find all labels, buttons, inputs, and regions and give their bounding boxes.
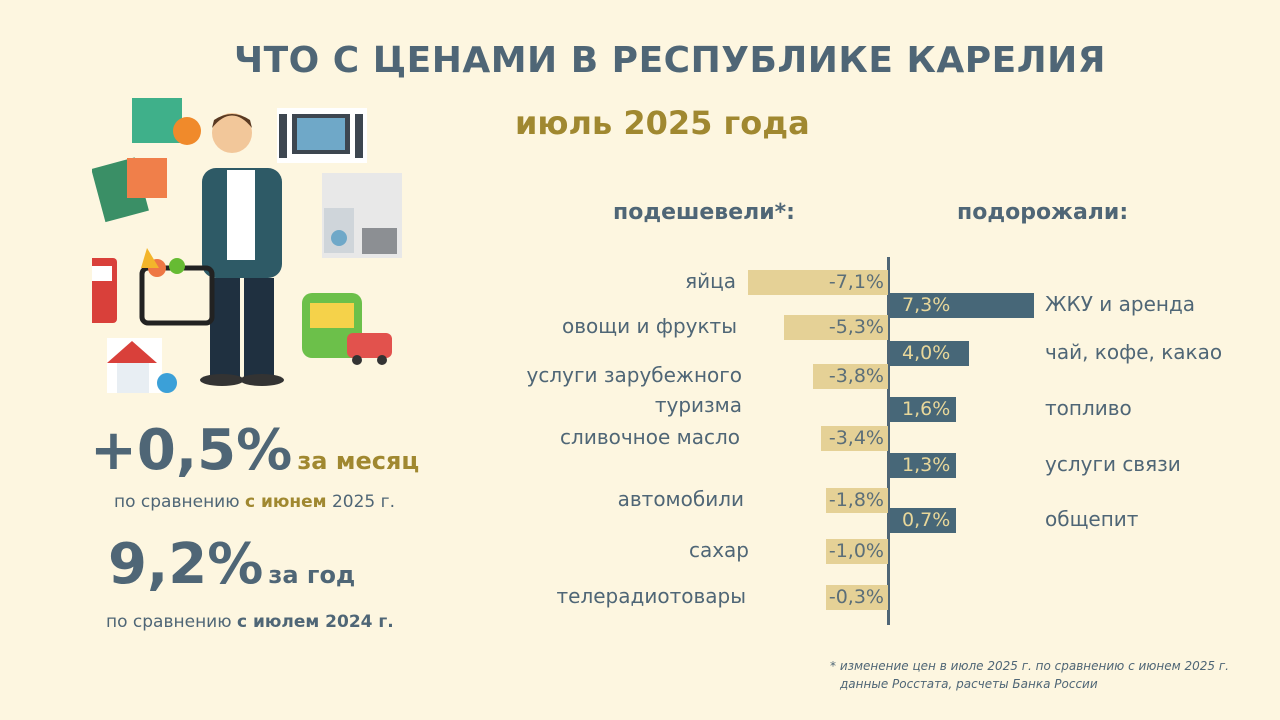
category-label: услуги зарубежного [526,363,742,387]
footnote-line-1: * изменение цен в июле 2025 г. по сравне… [830,659,1229,673]
footnote: * изменение цен в июле 2025 г. по сравне… [830,657,1229,693]
category-label: сахар [688,538,749,562]
bar-pricier: 1,6% [890,397,956,422]
bar-value-label: -1,8% [828,489,884,511]
bar-cheaper: -1,0% [826,539,888,564]
pricier-heading: подорожали: [957,200,1129,225]
month-compare: по сравнению с июнем 2025 г. [114,492,395,512]
bar-pricier: 4,0% [890,341,969,366]
month-compare-bold: с июнем [244,492,327,512]
bar-cheaper: -0,3% [826,585,888,610]
category-label: телерадиотовары [556,584,746,608]
bar-value-label: -5,3% [828,316,884,338]
month-change-value: +0,5% [90,418,293,483]
bar-value-label: 1,6% [902,398,951,420]
bar-value-label: 4,0% [902,342,951,364]
bar-cheaper: -7,1% [748,270,888,295]
subtitle: июль 2025 года [515,104,810,142]
bar-pricier: 0,7% [890,508,956,533]
bar-cheaper: -3,4% [821,426,888,451]
year-compare-bold: с июлем 2024 г. [236,612,394,632]
bar-value-label: 7,3% [902,294,951,316]
category-label: овощи и фрукты [562,314,737,338]
year-change-label: за год [268,561,356,589]
footnote-line-2: данные Росстата, расчеты Банка России [840,677,1098,691]
bar-cheaper: -5,3% [783,315,888,340]
shopping-illustration [87,98,402,398]
bar-value-label: 0,7% [902,509,951,531]
bar-pricier: 1,3% [890,453,956,478]
bar-value-label: -7,1% [828,271,884,293]
bar-value-label: -3,4% [828,427,884,449]
category-label: топливо [1045,396,1132,420]
category-label: яйца [685,269,736,293]
month-change-label: за месяц [297,447,420,475]
bar-value-label: -1,0% [828,540,884,562]
category-label: услуги связи [1045,452,1181,476]
page-title: ЧТО С ЦЕНАМИ В РЕСПУБЛИКЕ КАРЕЛИЯ [234,40,1106,81]
category-label: чай, кофе, какао [1045,340,1223,364]
category-label: общепит [1045,507,1139,531]
bar-cheaper: -3,8% [813,364,888,389]
bar-value-label: 1,3% [902,454,951,476]
cheaper-heading: подешевели*: [613,200,795,225]
year-compare: по сравнению с июлем 2024 г. [106,612,394,632]
category-label: туризма [654,393,742,417]
chart-axis [887,257,890,625]
man-with-basket-icon [87,98,402,393]
year-summary: 9,2% за год [108,532,355,597]
year-change-value: 9,2% [108,532,264,597]
bar-value-label: -3,8% [828,365,884,387]
month-compare-prefix: по сравнению [114,492,245,512]
month-summary: +0,5% за месяц [90,418,419,483]
bar-cheaper: -1,8% [826,488,888,513]
bar-value-label: -0,3% [828,586,884,608]
bar-pricier: 7,3% [890,293,1034,318]
category-label: автомобили [617,487,744,511]
year-compare-prefix: по сравнению [106,612,237,632]
month-compare-suffix: 2025 г. [326,492,395,512]
category-label: сливочное масло [560,425,740,449]
category-label: ЖКУ и аренда [1045,292,1196,316]
